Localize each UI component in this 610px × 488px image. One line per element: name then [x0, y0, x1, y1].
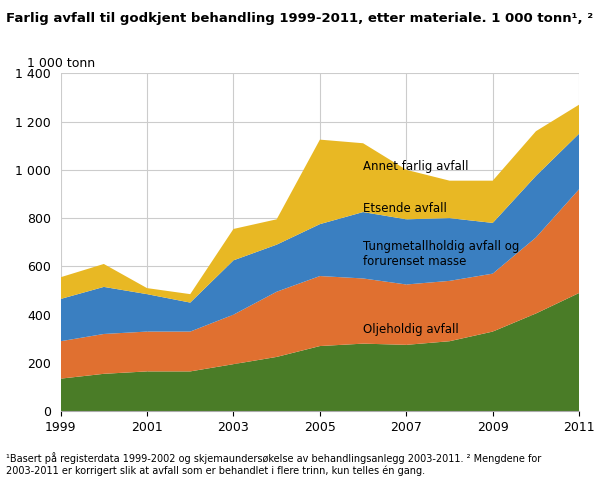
- Text: Oljeholdig avfall: Oljeholdig avfall: [363, 323, 459, 336]
- Text: Farlig avfall til godkjent behandling 1999-2011, etter materiale. 1 000 tonn¹, ²: Farlig avfall til godkjent behandling 19…: [6, 12, 593, 25]
- Text: ¹Basert på registerdata 1999-2002 og skjemaundersøkelse av behandlingsanlegg 200: ¹Basert på registerdata 1999-2002 og skj…: [6, 452, 541, 476]
- Text: Etsende avfall: Etsende avfall: [363, 202, 447, 215]
- Text: Tungmetallholdig avfall og
forurenset masse: Tungmetallholdig avfall og forurenset ma…: [363, 240, 520, 268]
- Text: 1 000 tonn: 1 000 tonn: [27, 57, 95, 70]
- Text: Annet farlig avfall: Annet farlig avfall: [363, 160, 468, 173]
